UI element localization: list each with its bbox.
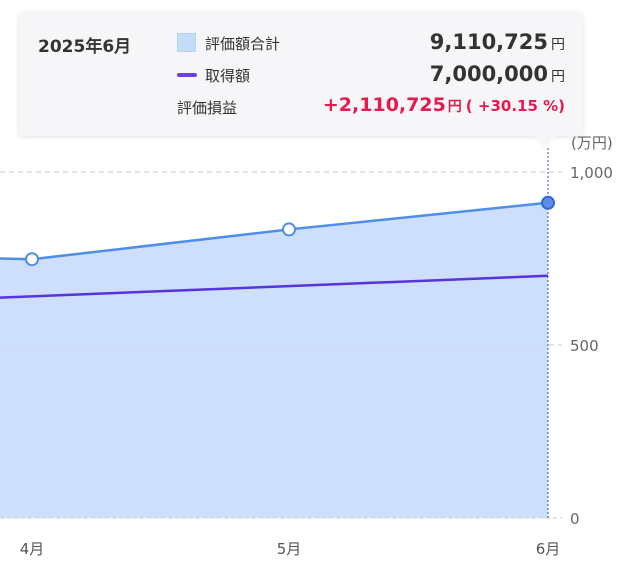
tooltip-label-gain: 評価損益 <box>177 99 238 117</box>
gain-unit: 円 <box>447 99 462 115</box>
valuation-series-line <box>0 201 549 261</box>
valuation-amount: 9,110,725 <box>429 30 548 54</box>
line-swatch-icon <box>177 73 197 77</box>
valuation-data-point[interactable] <box>541 195 555 210</box>
tooltip-row-valuation: 評価額合計 9,110,725 円 <box>177 30 565 56</box>
area-swatch-icon <box>177 33 196 52</box>
tooltip-row-cost: 取得額 7,000,000 円 <box>177 62 565 88</box>
tooltip-label-cost: 取得額 <box>205 67 251 85</box>
cost-series-line <box>0 274 549 299</box>
cost-amount: 7,000,000 <box>429 62 548 86</box>
gain-amount: +2,110,725 <box>322 94 446 116</box>
label-layer: 0 500 1,000 4月 5月 6月 <box>20 164 613 558</box>
x-tick-label: 4月 <box>20 540 45 558</box>
data-tooltip: 2025年6月 評価額合計 9,110,725 円 取得額 7,000,000 円 … <box>19 12 583 136</box>
area-layer <box>0 202 548 518</box>
cost-unit: 円 <box>551 69 565 85</box>
gain-percent: ( +30.15 %) <box>465 97 565 115</box>
x-tick-label: 6月 <box>536 540 561 558</box>
y-tick-label: 0 <box>570 510 580 528</box>
tooltip-row-gain: 評価損益 +2,110,725 円( +30.15 %) <box>177 94 565 120</box>
y-tick-label: 1,000 <box>570 164 613 182</box>
y-axis-unit-label: (万円) <box>571 134 613 152</box>
tooltip-value-valuation: 9,110,725 円 <box>430 30 565 54</box>
tooltip-value-cost: 7,000,000 円 <box>430 62 565 86</box>
tooltip-value-gain: +2,110,725 円( +30.15 %) <box>323 94 565 116</box>
valuation-data-point[interactable] <box>25 252 39 267</box>
x-tick-label: 5月 <box>277 540 302 558</box>
y-tick-label: 500 <box>570 337 599 355</box>
valuation-data-point[interactable] <box>282 222 296 237</box>
valuation-area <box>0 202 548 518</box>
tooltip-date: 2025年6月 <box>38 37 132 57</box>
tooltip-pointer <box>534 136 556 148</box>
valuation-unit: 円 <box>551 37 565 53</box>
tooltip-label-valuation: 評価額合計 <box>205 35 281 53</box>
point-layer[interactable] <box>25 195 555 267</box>
